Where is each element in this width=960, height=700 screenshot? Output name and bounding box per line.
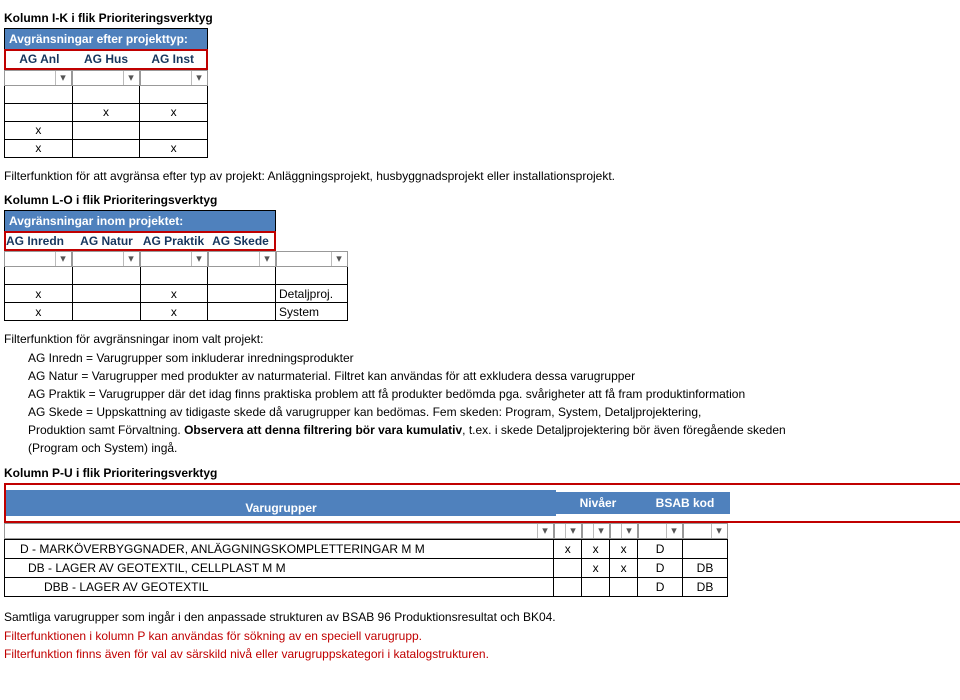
section-ik-title: Kolumn I-K i flik Prioriteringsverktyg xyxy=(4,10,960,26)
col-ag-inst: AG Inst xyxy=(139,51,206,67)
table-row: xx xyxy=(5,139,208,157)
filter-extra[interactable] xyxy=(276,251,348,267)
lo-line5: Produktion samt Förvaltning. Observera a… xyxy=(4,422,960,438)
lo-line5a: Produktion samt Förvaltning. xyxy=(28,423,184,437)
filter-ag-inredn[interactable] xyxy=(4,251,72,267)
lo-line5b: Observera att denna filtrering bör vara … xyxy=(184,423,462,437)
lo-line6: (Program och System) ingå. xyxy=(4,440,960,456)
ik-col-headers: AG Anl AG Hus AG Inst xyxy=(4,49,208,69)
pu-data-grid: D - MARKÖVERBYGGNADER, ANLÄGGNINGSKOMPLE… xyxy=(4,539,728,598)
pu-varugrupper-hdr: Varugrupper xyxy=(6,490,556,516)
col-ag-skede: AG Skede xyxy=(207,233,274,249)
filter-b2[interactable] xyxy=(683,523,728,539)
table-row: DBB - LAGER AV GEOTEXTIL DDB xyxy=(5,578,728,597)
section-lo: Kolumn L-O i flik Prioriteringsverktyg A… xyxy=(4,192,960,457)
col-ag-natur: AG Natur xyxy=(73,233,140,249)
section-ik: Kolumn I-K i flik Prioriteringsverktyg A… xyxy=(4,10,960,184)
table-pu-wrap: Varugrupper Nivåer BSAB kod D - MARKÖVER… xyxy=(4,483,960,598)
lo-col-headers: AG Inredn AG Natur AG Praktik AG Skede xyxy=(4,231,276,251)
filter-n3[interactable] xyxy=(610,523,638,539)
lo-data-grid: xxDetaljproj. xxSystem xyxy=(4,266,348,321)
table-row: xxDetaljproj. xyxy=(5,285,348,303)
pu-filter-row xyxy=(4,523,960,539)
table-row: xx xyxy=(5,103,208,121)
lo-line4: AG Skede = Uppskattning av tidigaste ske… xyxy=(4,404,960,420)
ik-data-grid: xx x xx xyxy=(4,85,208,158)
filter-ag-anl[interactable] xyxy=(4,70,72,86)
ik-filter-row xyxy=(4,70,208,86)
pu-bsab-hdr: BSAB kod xyxy=(640,492,730,514)
table-row: DB - LAGER AV GEOTEXTIL, CELLPLAST M M x… xyxy=(5,559,728,578)
lo-line1: AG Inredn = Varugrupper som inkluderar i… xyxy=(4,350,960,366)
table-ik-wrap: Avgränsningar efter projekttyp: AG Anl A… xyxy=(4,28,208,157)
pu-foot1: Samtliga varugrupper som ingår i den anp… xyxy=(4,609,960,625)
lo-intro: Filterfunktion för avgränsningar inom va… xyxy=(4,331,960,347)
table-row: x xyxy=(5,121,208,139)
section-lo-title: Kolumn L-O i flik Prioriteringsverktyg xyxy=(4,192,960,208)
cell-text: DBB - LAGER AV GEOTEXTIL xyxy=(6,580,209,594)
table-row xyxy=(5,85,208,103)
col-ag-praktik: AG Praktik xyxy=(140,233,207,249)
filter-ag-praktik[interactable] xyxy=(140,251,208,267)
col-ag-inredn: AG Inredn xyxy=(6,233,73,249)
pu-foot3: Filterfunktion finns även för val av sär… xyxy=(4,646,960,662)
pu-header-bar: Varugrupper Nivåer BSAB kod xyxy=(4,483,960,523)
ik-caption: Filterfunktion för att avgränsa efter ty… xyxy=(4,168,960,184)
pu-nivaer-hdr: Nivåer xyxy=(556,492,640,514)
table-row xyxy=(5,267,348,285)
filter-varugrupper[interactable] xyxy=(4,523,554,539)
table-row: D - MARKÖVERBYGGNADER, ANLÄGGNINGSKOMPLE… xyxy=(5,539,728,558)
ik-banner: Avgränsningar efter projekttyp: xyxy=(4,28,208,49)
lo-line3: AG Praktik = Varugrupper där det idag fi… xyxy=(4,386,960,402)
filter-ag-inst[interactable] xyxy=(140,70,208,86)
filter-n1[interactable] xyxy=(554,523,582,539)
cell-text: DB - LAGER AV GEOTEXTIL, CELLPLAST M M xyxy=(6,561,286,575)
lo-line2: AG Natur = Varugrupper med produkter av … xyxy=(4,368,960,384)
lo-banner: Avgränsningar inom projektet: xyxy=(4,210,276,231)
pu-foot2: Filterfunktionen i kolumn P kan användas… xyxy=(4,628,960,644)
table-lo-wrap: Avgränsningar inom projektet: AG Inredn … xyxy=(4,210,348,321)
lo-filter-row xyxy=(4,251,348,267)
lo-line5c: , t.ex. i skede Detaljprojektering bör ä… xyxy=(462,423,786,437)
col-ag-hus: AG Hus xyxy=(73,51,140,67)
filter-n2[interactable] xyxy=(582,523,610,539)
cell-text: D - MARKÖVERBYGGNADER, ANLÄGGNINGSKOMPLE… xyxy=(6,542,425,556)
filter-ag-natur[interactable] xyxy=(72,251,140,267)
filter-ag-hus[interactable] xyxy=(72,70,140,86)
section-pu-title: Kolumn P-U i flik Prioriteringsverktyg xyxy=(4,465,960,481)
col-ag-anl: AG Anl xyxy=(6,51,73,67)
filter-b1[interactable] xyxy=(638,523,683,539)
filter-ag-skede[interactable] xyxy=(208,251,276,267)
table-row: xxSystem xyxy=(5,303,348,321)
section-pu: Kolumn P-U i flik Prioriteringsverktyg V… xyxy=(4,465,960,662)
